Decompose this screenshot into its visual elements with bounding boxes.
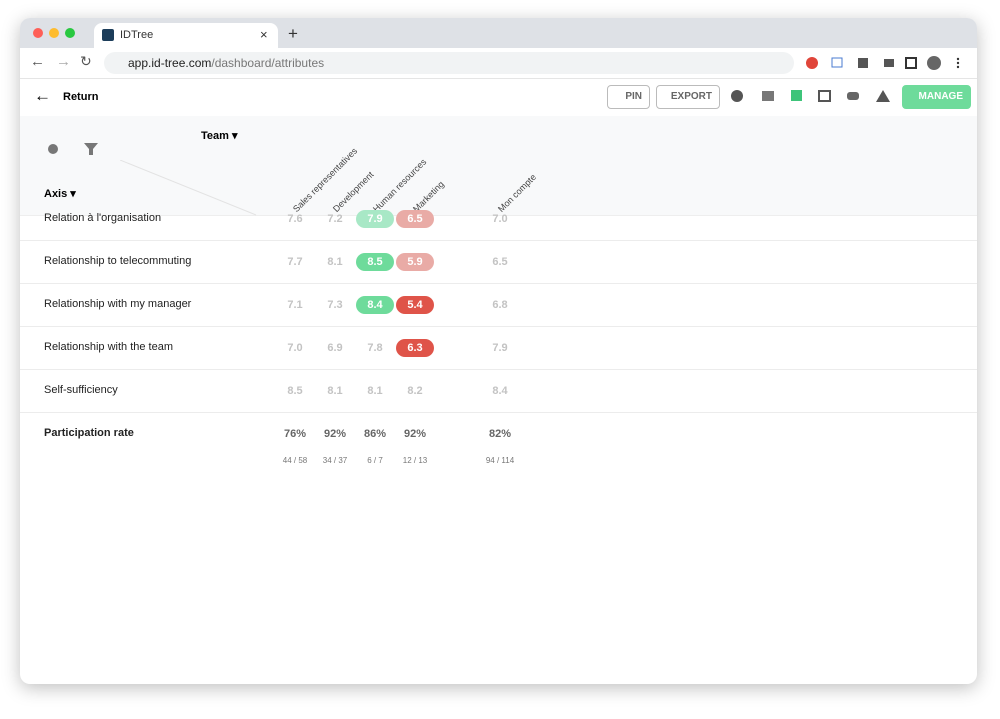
reload[interactable]: ↻ bbox=[80, 53, 92, 69]
participation-value: 76% bbox=[283, 428, 307, 440]
row-divider bbox=[20, 326, 977, 327]
score-cell: 8.1 bbox=[327, 256, 343, 268]
participation-value: 82% bbox=[488, 428, 512, 440]
score-cell: 7.3 bbox=[327, 299, 343, 311]
column-header: Marketing bbox=[411, 179, 447, 215]
participation-count: 6 / 7 bbox=[367, 456, 383, 465]
score-cell: 8.2 bbox=[407, 385, 423, 397]
score-cell: 6.9 bbox=[327, 342, 343, 354]
participation-count: 34 / 37 bbox=[322, 456, 348, 465]
score-cell: 7.8 bbox=[367, 342, 383, 354]
manage-button[interactable]: MANAGE bbox=[902, 85, 971, 109]
nav-forward[interactable]: → bbox=[56, 53, 71, 70]
participation-label: Participation rate bbox=[44, 427, 134, 439]
team-selector[interactable]: Team ▾ bbox=[201, 130, 238, 142]
row-divider bbox=[20, 369, 977, 370]
team-label: Team bbox=[201, 130, 229, 142]
row-label: Self-sufficiency bbox=[44, 384, 118, 396]
export-label: EXPORT bbox=[670, 91, 712, 102]
axis-selector[interactable]: Axis ▾ bbox=[44, 188, 76, 200]
score-cell: 8.5 bbox=[287, 385, 303, 397]
participation-count: 44 / 58 bbox=[282, 456, 308, 465]
score-cell: 6.3 bbox=[396, 339, 434, 357]
score-cell: 6.5 bbox=[492, 256, 508, 268]
view-icons[interactable] bbox=[730, 89, 890, 103]
axis-label: Axis bbox=[44, 188, 68, 200]
window-controls[interactable] bbox=[32, 27, 82, 39]
table: Sales representatives Development Human re… bbox=[20, 18, 977, 684]
score-cell: 6.5 bbox=[396, 210, 434, 228]
extension-icons[interactable] bbox=[800, 56, 970, 70]
row-divider bbox=[20, 283, 977, 284]
score-cell: 7.1 bbox=[287, 299, 303, 311]
header-icons[interactable] bbox=[46, 141, 106, 157]
participation-value: 92% bbox=[403, 428, 427, 440]
column-header: Development bbox=[331, 169, 376, 215]
favicon bbox=[102, 29, 114, 41]
column-header: Sales representatives bbox=[291, 145, 360, 215]
score-cell: 7.9 bbox=[356, 210, 394, 228]
row-divider bbox=[20, 412, 977, 413]
score-cell: 8.5 bbox=[356, 253, 394, 271]
row-label: Relationship with the team bbox=[44, 341, 174, 353]
tab[interactable]: IDTree × bbox=[94, 23, 278, 48]
score-cell: 8.1 bbox=[327, 385, 343, 397]
url-field[interactable]: app.id-tree.com/dashboard/attributes bbox=[104, 52, 794, 74]
diagonal bbox=[120, 160, 257, 216]
row-divider bbox=[20, 240, 977, 241]
pin-button[interactable]: PIN bbox=[607, 85, 650, 109]
column-header: Mon compte bbox=[496, 171, 539, 215]
score-cell: 5.9 bbox=[396, 253, 434, 271]
tab-bar: IDTree × + bbox=[20, 18, 977, 48]
new-tab[interactable]: + bbox=[288, 24, 298, 43]
score-cell: 7.7 bbox=[287, 256, 303, 268]
tab-title: IDTree bbox=[120, 29, 154, 41]
row-label: Relationship with my manager bbox=[44, 298, 192, 310]
score-cell: 7.2 bbox=[327, 213, 343, 225]
score-cell: 7.6 bbox=[287, 213, 303, 225]
score-cell: 8.4 bbox=[492, 385, 508, 397]
pin-label: PIN bbox=[625, 91, 642, 102]
score-cell: 7.0 bbox=[492, 213, 508, 225]
url-path: /dashboard/attributes bbox=[211, 56, 325, 70]
address-bar: ← → ↻ app.id-tree.com/dashboard/attribut… bbox=[20, 48, 977, 79]
participation-count: 94 / 114 bbox=[485, 456, 515, 465]
score-cell: 7.9 bbox=[492, 342, 508, 354]
table-header: Team ▾ Axis ▾ bbox=[20, 116, 977, 216]
browser-window: IDTree × + ← → ↻ app.id-tree.com/dashboa… bbox=[20, 18, 977, 684]
score-cell: 6.8 bbox=[492, 299, 508, 311]
row-label: Relation à l'organisation bbox=[44, 212, 162, 224]
row-label: Relationship to telecommuting bbox=[44, 255, 192, 267]
tab-close[interactable]: × bbox=[260, 27, 268, 42]
manage-label: MANAGE bbox=[918, 91, 963, 102]
return-link[interactable]: Return bbox=[63, 91, 99, 103]
score-cell: 8.4 bbox=[356, 296, 394, 314]
participation-count: 12 / 13 bbox=[402, 456, 428, 465]
participation-value: 86% bbox=[363, 428, 387, 440]
url-host: app.id-tree.com bbox=[128, 56, 212, 70]
participation-value: 92% bbox=[323, 428, 347, 440]
score-cell: 8.1 bbox=[367, 385, 383, 397]
export-button[interactable]: EXPORT bbox=[656, 85, 720, 109]
score-cell: 5.4 bbox=[396, 296, 434, 314]
score-cell: 7.0 bbox=[287, 342, 303, 354]
nav-back[interactable]: ← bbox=[30, 53, 45, 70]
back-arrow[interactable]: ← bbox=[34, 86, 51, 105]
